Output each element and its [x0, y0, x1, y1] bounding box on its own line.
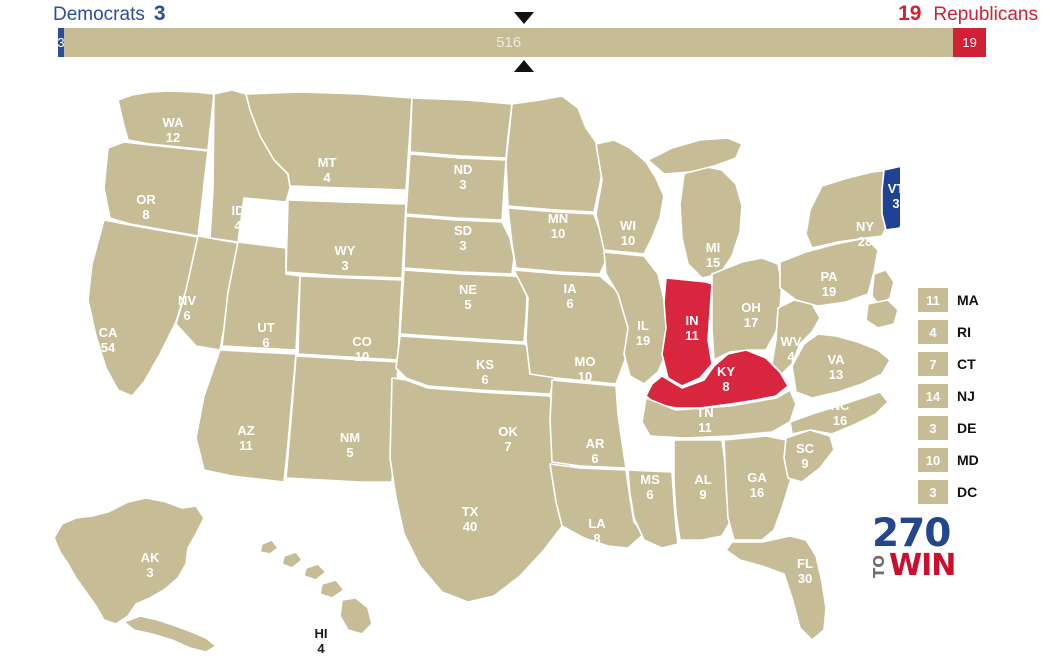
- state-shape-MS[interactable]: [627, 469, 679, 549]
- state-shape-NM[interactable]: [285, 355, 399, 483]
- legend-abbr-CT: CT: [957, 356, 976, 372]
- us-electoral-map[interactable]: WA 12 OR 8 CA 54 NV 6 ID 4 MT 4 WY 3 UT 6 AZ 11 CO 10 NM 5 ND 3…: [0, 78, 900, 670]
- state-shape-PA[interactable]: [779, 237, 879, 307]
- democrats-label: Democrats: [53, 4, 145, 25]
- electoral-vote-bar[interactable]: 3 516 19: [58, 28, 986, 57]
- state-shape-VA[interactable]: [791, 333, 891, 399]
- state-shape-NJ: [871, 269, 895, 307]
- legend-abbr-DE: DE: [957, 420, 977, 436]
- state-shape-UT[interactable]: [221, 241, 301, 351]
- legend-row-NJ[interactable]: 14 NJ: [918, 384, 1038, 408]
- bar-segment-tossup[interactable]: 516: [64, 28, 954, 57]
- republicans-label: Republicans: [933, 4, 1038, 25]
- state-shape-GA[interactable]: [723, 435, 797, 541]
- legend-row-CT[interactable]: 7 CT: [918, 352, 1038, 376]
- electoral-vote-header: Democrats 3 19 Republicans 3 516 19: [0, 0, 1050, 78]
- state-shape-IL[interactable]: [603, 251, 669, 385]
- state-shape-VT[interactable]: [881, 165, 900, 231]
- legend-abbr-NJ: NJ: [957, 388, 975, 404]
- state-shape-HI[interactable]: [259, 539, 373, 635]
- legend-ev-NJ: 14: [918, 384, 948, 408]
- legend-ev-MD: 10: [918, 448, 948, 472]
- republicans-count: 19: [898, 2, 922, 25]
- state-shape-SC[interactable]: [783, 429, 835, 483]
- logo-270towin[interactable]: 270 TO WIN: [870, 511, 968, 583]
- legend-abbr-MD: MD: [957, 452, 979, 468]
- state-shape-KS[interactable]: [399, 269, 529, 343]
- state-shape-AL[interactable]: [673, 439, 731, 541]
- democrats-header: Democrats 3: [53, 3, 166, 26]
- bar-segment-democrat[interactable]: 3: [58, 28, 64, 57]
- state-shape-WA[interactable]: [117, 90, 215, 151]
- state-shape-NC[interactable]: [789, 391, 889, 435]
- small-states-legend: 11 MA 4 RI 7 CT 14 NJ 3 DE 10 MD 3 DC: [918, 288, 1038, 512]
- logo-win-text: WIN: [889, 548, 956, 583]
- bar-tossup-value: 516: [496, 34, 522, 51]
- bar-rep-value: 19: [962, 35, 977, 50]
- state-shape-AR[interactable]: [549, 379, 627, 469]
- state-shape-IN[interactable]: [661, 277, 713, 387]
- legend-ev-DE: 3: [918, 416, 948, 440]
- state-ev-HI: 4: [317, 641, 325, 656]
- state-shape-AZ[interactable]: [195, 349, 297, 483]
- state-shape-MT[interactable]: [245, 91, 413, 191]
- legend-ev-CT: 7: [918, 352, 948, 376]
- state-shape-MD: [865, 299, 899, 329]
- legend-row-MD[interactable]: 10 MD: [918, 448, 1038, 472]
- state-shape-NE[interactable]: [403, 215, 515, 275]
- state-shape-ND[interactable]: [409, 97, 513, 159]
- state-shape-CO[interactable]: [297, 275, 403, 361]
- legend-row-MA[interactable]: 11 MA: [918, 288, 1038, 312]
- majority-marker-top-icon: [513, 12, 534, 24]
- bar-segment-republican[interactable]: 19: [953, 28, 986, 57]
- state-shape-WI[interactable]: [595, 139, 665, 255]
- state-abbr-HI: HI: [315, 626, 328, 641]
- state-shape-OR[interactable]: [103, 141, 209, 237]
- state-shape-AK[interactable]: [53, 497, 205, 625]
- legend-abbr-MA: MA: [957, 292, 979, 308]
- legend-row-RI[interactable]: 4 RI: [918, 320, 1038, 344]
- state-shape-MN[interactable]: [505, 95, 605, 213]
- legend-row-DE[interactable]: 3 DE: [918, 416, 1038, 440]
- logo-bottom-row: TO WIN: [870, 548, 968, 583]
- majority-marker-bottom-icon: [513, 60, 534, 72]
- legend-ev-MA: 11: [918, 288, 948, 312]
- state-shape-MI[interactable]: [679, 165, 743, 279]
- bar-dem-value: 3: [58, 35, 64, 50]
- logo-to-text: TO: [870, 555, 888, 578]
- state-shape-SD[interactable]: [405, 153, 507, 221]
- state-shape-WY[interactable]: [285, 199, 407, 279]
- legend-ev-RI: 4: [918, 320, 948, 344]
- state-shape-AK-islands: [123, 615, 217, 653]
- legend-abbr-DC: DC: [957, 484, 978, 500]
- state-shape-OH[interactable]: [711, 257, 783, 361]
- legend-abbr-RI: RI: [957, 324, 971, 340]
- republicans-header: 19 Republicans: [898, 3, 1038, 26]
- state-shape-MI-up: [647, 137, 743, 175]
- logo-270-text: 270: [872, 511, 951, 556]
- state-shape-LA[interactable]: [549, 463, 645, 549]
- legend-ev-DC: 3: [918, 480, 948, 504]
- state-shape-FL[interactable]: [725, 535, 827, 641]
- democrats-count: 3: [153, 2, 166, 25]
- legend-row-DC[interactable]: 3 DC: [918, 480, 1038, 504]
- state-shape-TX[interactable]: [389, 377, 579, 603]
- state-shape-IA[interactable]: [507, 207, 609, 275]
